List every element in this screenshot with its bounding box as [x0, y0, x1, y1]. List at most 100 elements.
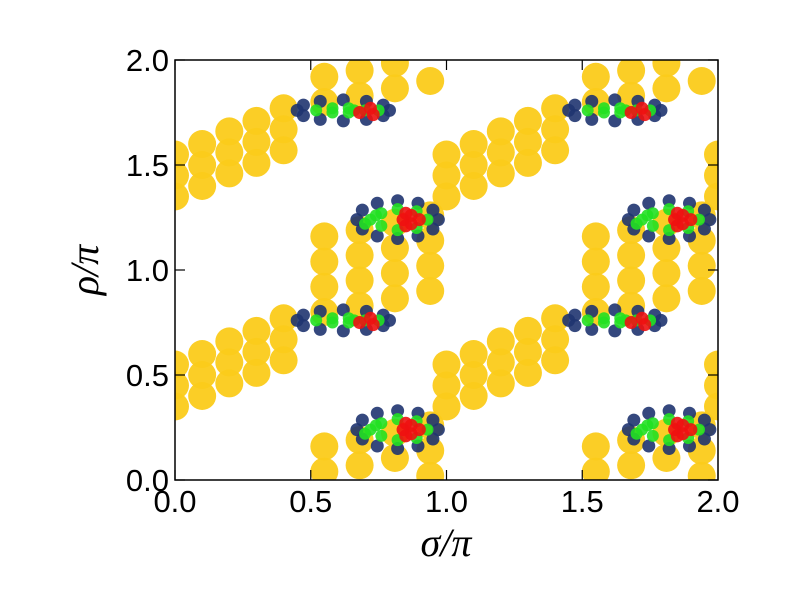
point	[670, 429, 684, 443]
point	[459, 361, 488, 389]
point	[416, 67, 445, 95]
point	[630, 427, 643, 440]
point	[188, 361, 217, 389]
point	[269, 325, 298, 354]
point	[638, 318, 652, 332]
point	[697, 203, 711, 217]
point	[175, 140, 189, 169]
point	[486, 327, 515, 356]
point	[703, 213, 717, 227]
point	[355, 413, 369, 427]
point	[704, 350, 718, 379]
point	[541, 304, 570, 333]
point	[703, 423, 717, 437]
point	[188, 151, 217, 179]
point	[662, 194, 676, 208]
point	[380, 60, 409, 78]
y-tick-label: 1.0	[126, 253, 169, 288]
point	[399, 429, 413, 443]
point	[541, 94, 570, 123]
point	[630, 217, 643, 230]
point	[513, 106, 542, 135]
point	[662, 232, 676, 245]
point	[242, 106, 271, 135]
point	[581, 457, 610, 480]
point	[697, 413, 711, 427]
point	[242, 148, 271, 177]
point	[366, 108, 380, 122]
point	[662, 404, 676, 418]
point	[627, 413, 641, 427]
point	[541, 325, 570, 354]
point	[269, 346, 298, 375]
point	[704, 392, 718, 421]
point	[359, 217, 372, 230]
point	[581, 247, 610, 276]
point	[188, 172, 217, 200]
point	[310, 222, 339, 251]
point	[296, 109, 310, 123]
point	[380, 259, 409, 288]
point	[355, 203, 369, 217]
point	[459, 340, 488, 368]
point	[175, 182, 189, 211]
point	[652, 60, 681, 78]
point	[597, 316, 610, 329]
point	[486, 138, 515, 167]
plot-area	[175, 60, 718, 480]
point	[188, 130, 217, 158]
point	[416, 251, 445, 280]
y-tick-label: 2.0	[126, 43, 169, 78]
point	[391, 194, 405, 208]
point	[269, 94, 298, 123]
x-tick-label: 0.0	[153, 484, 196, 519]
x-tick-label: 1.0	[425, 484, 468, 519]
point	[310, 272, 339, 301]
point	[366, 318, 380, 332]
point	[486, 348, 515, 377]
point	[642, 229, 656, 243]
point	[684, 213, 698, 227]
point	[624, 316, 638, 329]
point	[370, 196, 384, 210]
point	[581, 272, 610, 301]
x-axis-label: σ/π	[421, 520, 473, 565]
point	[670, 416, 684, 430]
point	[638, 108, 652, 122]
point	[412, 213, 426, 227]
point	[617, 451, 646, 480]
point	[431, 213, 445, 227]
point	[704, 140, 718, 169]
point	[380, 284, 409, 313]
point	[345, 266, 374, 295]
point	[310, 104, 323, 117]
point	[345, 60, 374, 85]
point	[370, 439, 384, 453]
point	[687, 67, 716, 95]
point	[581, 432, 610, 461]
point	[684, 423, 698, 437]
point	[670, 219, 684, 233]
point	[399, 416, 413, 430]
point	[399, 219, 413, 233]
point	[432, 371, 461, 400]
point	[687, 461, 716, 480]
point	[581, 222, 610, 251]
point	[426, 413, 440, 427]
point	[175, 161, 189, 190]
point	[175, 392, 189, 421]
point	[642, 439, 656, 453]
point	[662, 442, 676, 455]
point	[345, 451, 374, 480]
point	[652, 284, 681, 313]
point	[242, 127, 271, 156]
point	[617, 241, 646, 270]
point	[704, 161, 718, 190]
point	[188, 382, 217, 410]
point	[310, 457, 339, 480]
point	[353, 316, 367, 329]
point	[704, 371, 718, 400]
point	[568, 319, 582, 333]
point	[359, 427, 372, 440]
